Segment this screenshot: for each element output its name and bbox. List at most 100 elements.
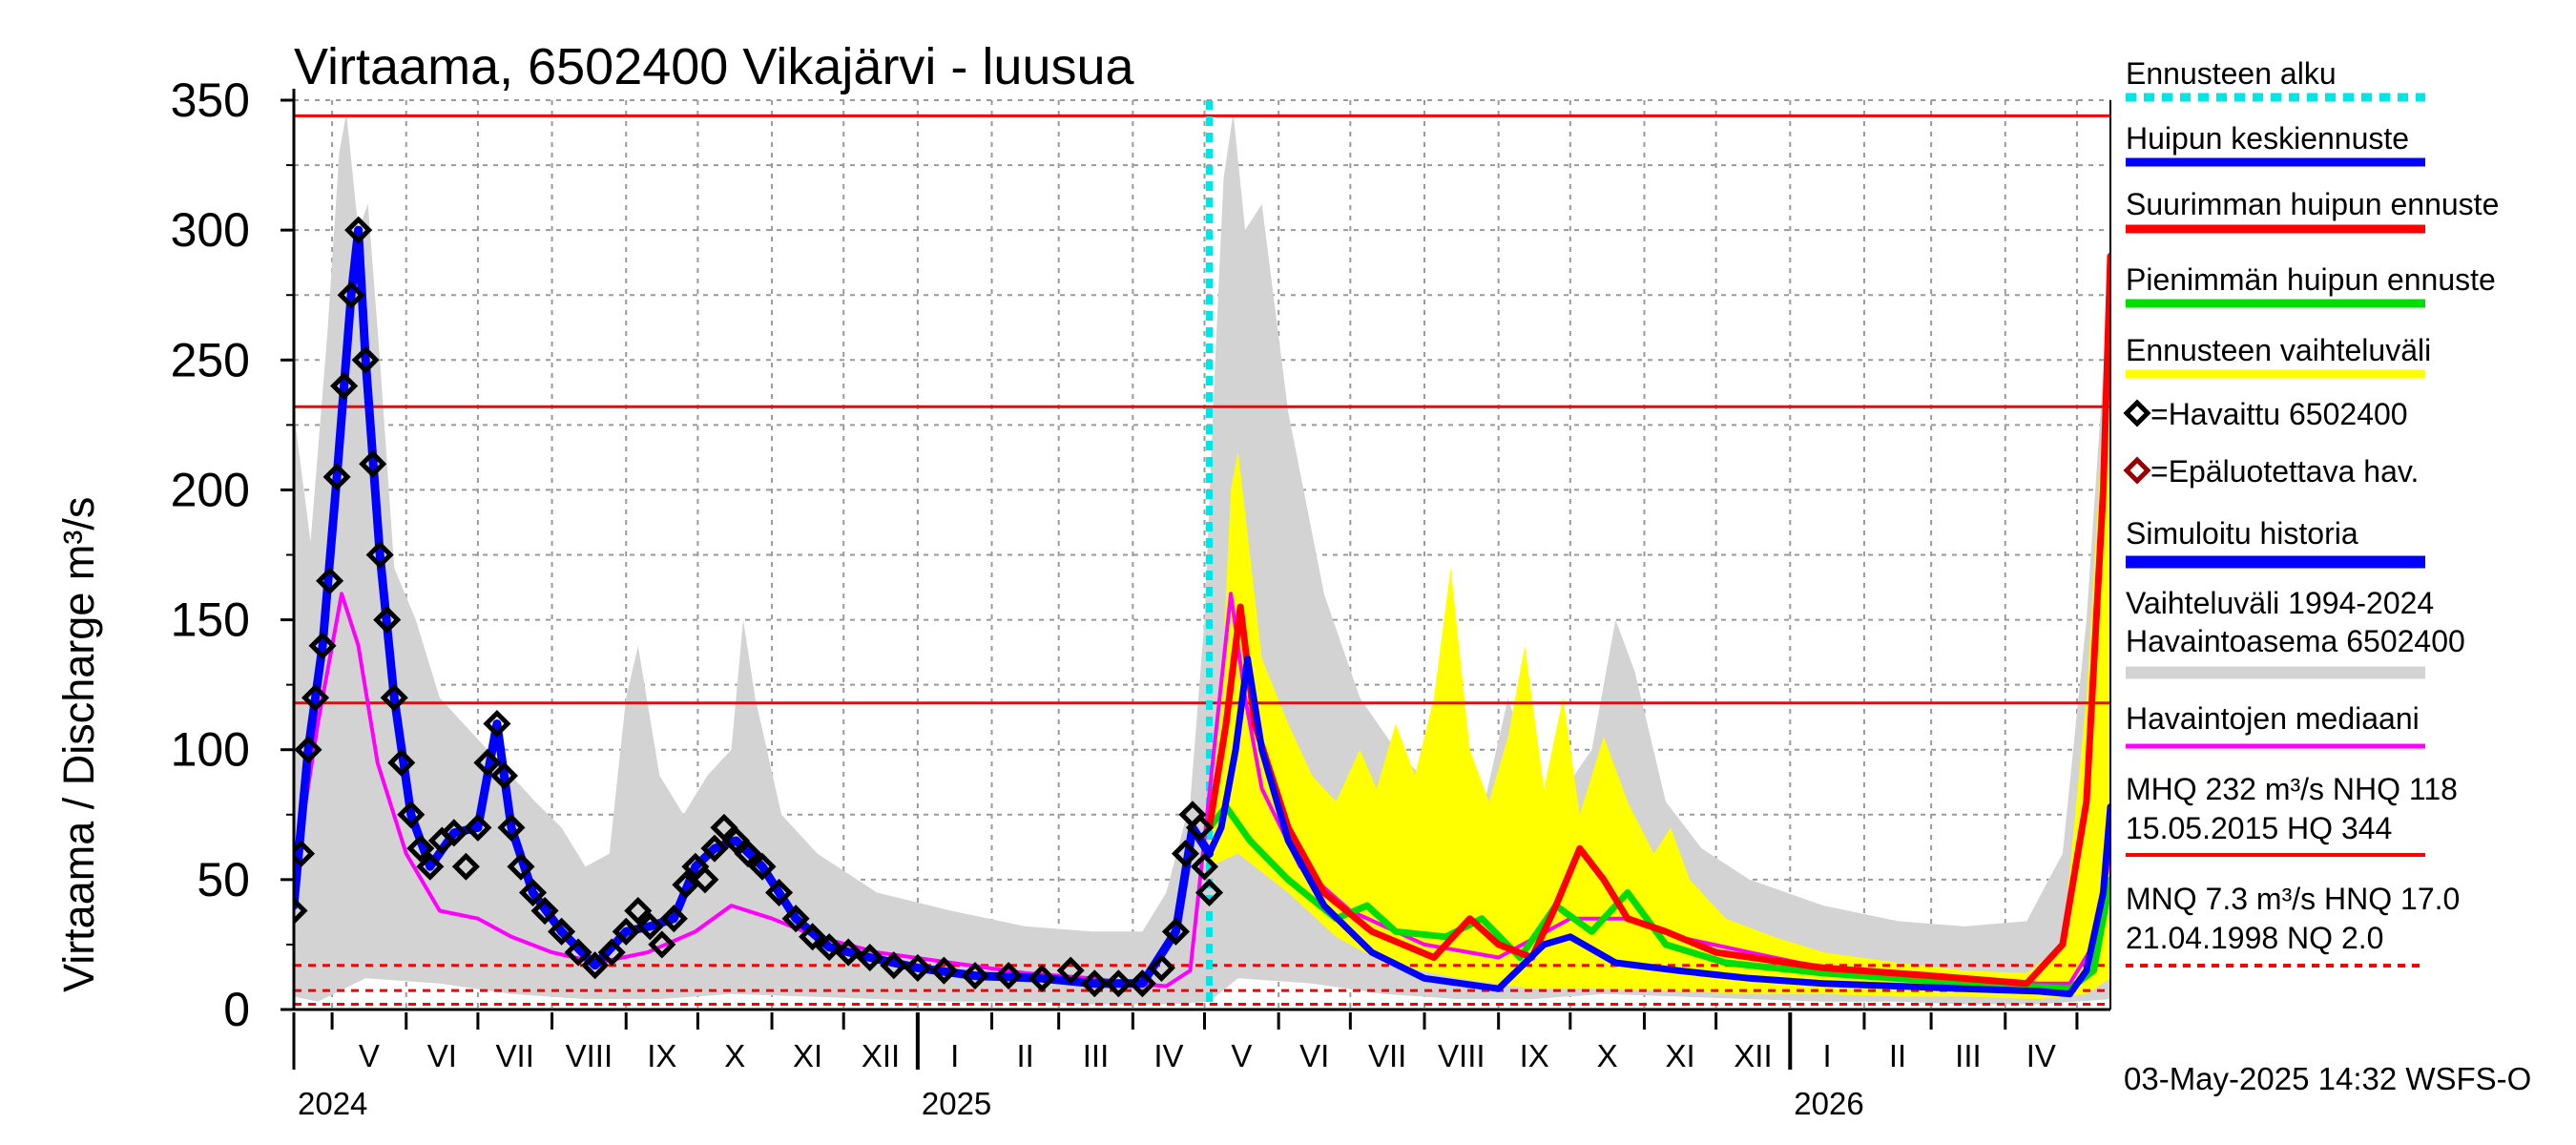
observed-point (648, 930, 676, 959)
observed-point (856, 944, 884, 972)
legend-label: Simuloitu historia (2126, 516, 2358, 551)
observed-point (344, 216, 373, 244)
y-tick-label: 350 (171, 73, 250, 127)
x-year-label: 2026 (1794, 1086, 1863, 1121)
timestamp: 03-May-2025 14:32 WSFS-O (2124, 1061, 2531, 1096)
historical-range-band (294, 113, 2110, 1005)
x-month-label: II (1889, 1038, 1906, 1073)
y-tick-label: 0 (223, 983, 250, 1036)
x-axis: V VI VII VIII IX X XI XII I II III IV V VI VII VIII IX X X… (292, 1012, 2079, 1121)
observed-point (330, 371, 359, 401)
observed-point (700, 834, 729, 863)
observed-point (781, 905, 810, 933)
observed-point (834, 938, 862, 967)
observed-point (721, 826, 751, 855)
observed-point (1128, 969, 1156, 998)
y-axis-ticks: 0 50 100 150 200 250 300 350 (171, 73, 294, 1036)
series-line (1206, 655, 2110, 998)
observed-point (507, 852, 535, 881)
observed-point (1195, 878, 1224, 907)
plot-content (294, 100, 2110, 1010)
observed-point (734, 840, 762, 868)
observed-point (624, 896, 653, 926)
x-month-label: IX (1520, 1038, 1549, 1073)
legend-label: Suurimman huipun ennuste (2126, 187, 2499, 221)
y-tick-label: 50 (197, 853, 250, 906)
x-month-label: VII (496, 1038, 534, 1073)
observed-point (387, 748, 416, 777)
y-tick-label: 100 (171, 723, 250, 777)
observed-point (406, 834, 435, 863)
observed-point (294, 736, 322, 764)
observed-point (308, 632, 337, 660)
legend-label: Ennusteen vaihteluväli (2126, 333, 2431, 367)
observed-point (294, 896, 308, 926)
observed-point (473, 748, 502, 777)
observed-point (799, 923, 827, 951)
x-month-label: XII (1734, 1038, 1772, 1073)
observed-point (1147, 953, 1175, 982)
observed-point (337, 281, 365, 309)
observed-point (710, 813, 738, 842)
x-month-label: VI (427, 1038, 457, 1073)
observed-point (373, 606, 402, 635)
x-month-label: XI (793, 1038, 822, 1073)
legend-label: Havaintojen mediaani (2126, 701, 2420, 736)
observed-point (1056, 956, 1085, 985)
observed-point (1185, 813, 1215, 842)
observed-point (483, 709, 511, 739)
observed-point (548, 917, 576, 946)
legend-marker (2123, 399, 2151, 427)
x-month-label: X (1597, 1038, 1618, 1073)
observed-point (581, 951, 610, 980)
observed-point (518, 878, 548, 907)
y-tick-label: 300 (171, 203, 250, 257)
x-month-label: VII (1368, 1038, 1406, 1073)
observed-point (380, 683, 408, 712)
observed-point (1161, 917, 1190, 946)
x-month-label: X (724, 1038, 745, 1073)
observed-point (489, 761, 518, 790)
x-month-label: II (1016, 1038, 1033, 1073)
observed-point (322, 463, 351, 491)
x-year-label: 2024 (298, 1086, 367, 1121)
observed-point (815, 933, 843, 962)
legend-marker (2123, 456, 2151, 485)
observed-point (1190, 852, 1219, 881)
x-month-label: V (359, 1038, 380, 1073)
observed-point (464, 813, 492, 842)
x-month-label: III (1955, 1038, 1982, 1073)
legend-label: Ennusteen alku (2126, 56, 2337, 91)
observed-point (301, 683, 330, 712)
observed-point (880, 951, 908, 980)
x-month-label: IV (2026, 1038, 2056, 1073)
observed-point (530, 896, 559, 926)
x-month-label: XI (1665, 1038, 1694, 1073)
observed-point (351, 345, 380, 374)
x-month-label: IV (1153, 1038, 1183, 1073)
observed-point (635, 912, 664, 941)
observed-point (612, 917, 640, 946)
observed-point (416, 852, 445, 881)
legend-label: Havaintoasema 6502400 (2126, 624, 2465, 658)
observed-point (397, 801, 426, 829)
observed-point (961, 962, 989, 990)
observed-point (564, 938, 592, 967)
observed-point (497, 813, 526, 842)
observed-point (904, 953, 932, 982)
x-month-label: IX (647, 1038, 676, 1073)
legend-label: =Epäluotettava hav. (2150, 454, 2419, 489)
x-month-label: VIII (566, 1038, 613, 1073)
plot-area (292, 89, 2111, 1011)
legend-label: Pienimmän huipun ennuste (2126, 262, 2496, 297)
y-tick-label: 150 (171, 593, 250, 647)
observed-point (994, 962, 1023, 990)
forecast-range-band (1209, 256, 2110, 1000)
observed-point (1080, 969, 1109, 998)
observed-point (316, 567, 344, 595)
observed-point (451, 852, 480, 881)
observed-point (440, 819, 468, 847)
x-year-label: 2025 (922, 1086, 991, 1121)
observed-point (1028, 964, 1056, 992)
